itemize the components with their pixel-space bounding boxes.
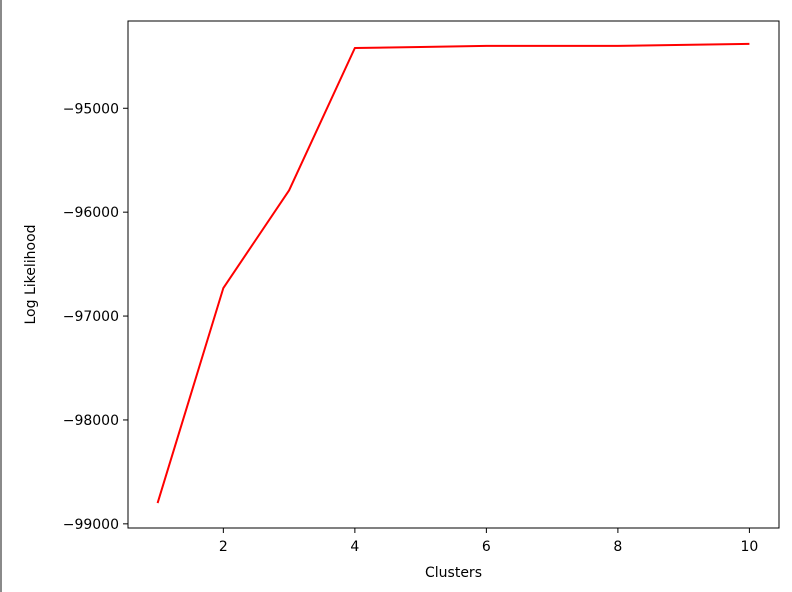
series-layer	[156, 42, 750, 504]
y-axis-label: Log Likelihood	[23, 224, 39, 324]
y-axis-ticks: −99000 −98000 −97000 −96000 −95000	[63, 101, 128, 533]
x-tick-label: 6	[482, 539, 491, 555]
plot-area	[128, 21, 779, 528]
y-tick-label: −97000	[63, 309, 119, 325]
x-axis-ticks: 2 4 6 8 10	[219, 528, 758, 555]
series-line-0	[156, 42, 750, 504]
plot-frame	[127, 20, 780, 529]
x-tick-label: 4	[350, 539, 359, 555]
y-tick-label: −98000	[63, 413, 119, 429]
y-tick-label: −95000	[63, 101, 119, 117]
x-axis-label: Clusters	[425, 565, 482, 581]
y-tick-label: −96000	[63, 205, 119, 221]
window-left-border	[0, 0, 2, 592]
x-tick-label: 10	[740, 539, 758, 555]
x-tick-label: 8	[613, 539, 622, 555]
y-tick-label: −99000	[63, 517, 119, 533]
x-tick-label: 2	[219, 539, 228, 555]
